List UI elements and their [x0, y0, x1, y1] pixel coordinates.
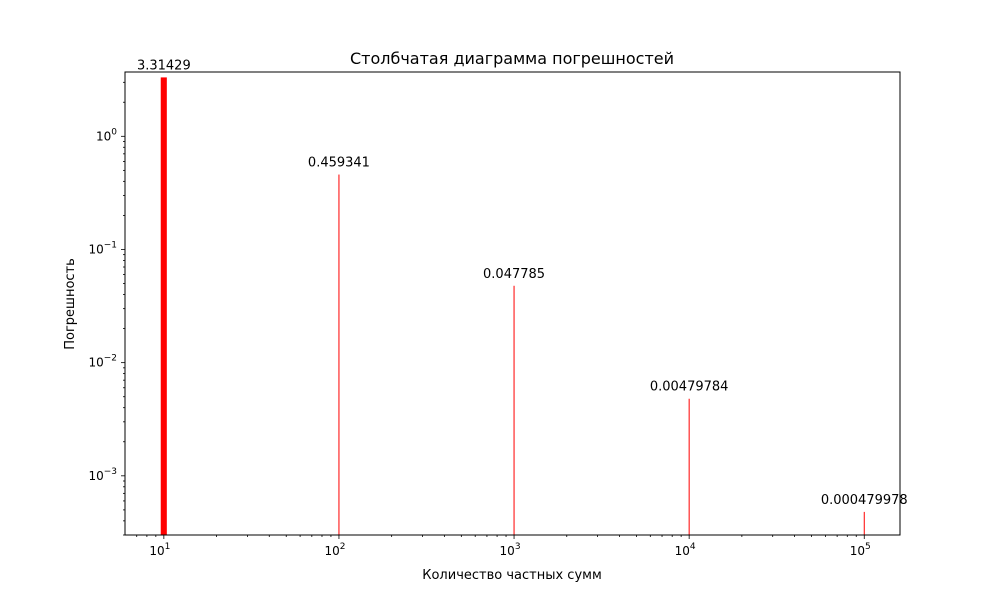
- bar-value-label: 0.459341: [308, 156, 370, 171]
- x-tick-label: 102: [324, 542, 345, 558]
- bar: [338, 174, 340, 535]
- x-tick-label: 105: [850, 542, 871, 558]
- chart-title: Столбчатая диаграмма погрешностей: [350, 49, 674, 68]
- y-axis-label: Погрешность: [63, 258, 78, 350]
- bars-group: [160, 77, 865, 535]
- bar: [688, 398, 690, 535]
- bar-value-label: 0.047785: [483, 267, 545, 282]
- y-tick-label: 10−3: [88, 467, 117, 483]
- x-axis-ticks: 101 102 103 104 105: [136, 535, 871, 558]
- bar-value-label: 0.00479784: [650, 380, 729, 395]
- bar: [513, 285, 515, 535]
- y-axis-ticks: 100 10−1 10−2 10−3: [88, 81, 125, 536]
- bar-labels-group: 3.31429 0.459341 0.047785 0.00479784 0.00047…: [137, 58, 908, 507]
- bar-value-label: 0.000479978: [821, 493, 908, 508]
- y-tick-label: 10−1: [88, 240, 117, 256]
- x-axis-label: Количество частных сумм: [422, 568, 602, 583]
- bar-value-label: 3.31429: [137, 58, 191, 73]
- plot-area-frame: [124, 71, 901, 536]
- bar: [863, 511, 865, 535]
- x-tick-label: 103: [500, 542, 521, 558]
- y-tick-label: 100: [96, 127, 117, 143]
- bar: [160, 77, 167, 535]
- x-tick-label: 101: [149, 542, 170, 558]
- y-tick-label: 10−2: [88, 354, 117, 370]
- x-tick-label: 104: [675, 542, 696, 558]
